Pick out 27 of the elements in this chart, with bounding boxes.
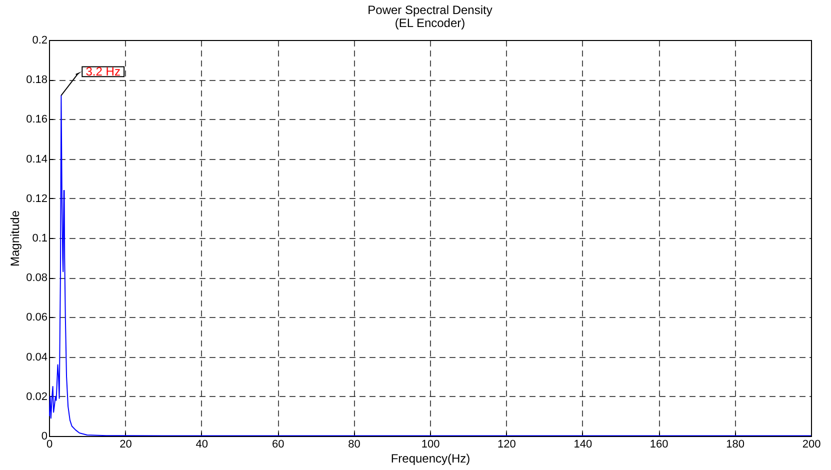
x-tick-label: 200 bbox=[802, 438, 821, 450]
x-axis-title: Frequency(Hz) bbox=[390, 452, 470, 466]
x-tick-label: 100 bbox=[421, 438, 440, 450]
x-tick-label: 180 bbox=[726, 438, 744, 450]
x-tick-label: 160 bbox=[650, 438, 668, 450]
x-tick-label: 80 bbox=[348, 438, 360, 450]
y-tick-label: 0.02 bbox=[26, 390, 48, 403]
y-tick-label: 0.06 bbox=[26, 312, 48, 324]
y-tick-label: 0.2 bbox=[32, 34, 48, 46]
y-tick-label: 0 bbox=[41, 430, 48, 442]
y-axis-title: Magnitude bbox=[8, 210, 22, 267]
x-tick-label: 20 bbox=[120, 438, 132, 450]
y-tick-label: 0.04 bbox=[26, 351, 48, 364]
y-tick-label: 0.1 bbox=[32, 232, 48, 244]
chart-title: Power Spectral Density bbox=[368, 3, 492, 17]
annotation: 3.2 Hz bbox=[86, 64, 120, 79]
line-series bbox=[49, 94, 811, 436]
y-tick-label: 0.16 bbox=[26, 114, 48, 126]
x-tick-label: 140 bbox=[574, 438, 592, 450]
x-tick-label: 60 bbox=[272, 438, 284, 450]
y-tick-label: 0.18 bbox=[26, 74, 48, 86]
y-tick-label: 0.14 bbox=[26, 153, 48, 166]
x-tick-label: 120 bbox=[498, 438, 516, 450]
y-tick-label: 0.12 bbox=[26, 192, 48, 205]
y-tick-label: 0.08 bbox=[26, 272, 48, 284]
x-tick-label: 40 bbox=[196, 438, 208, 450]
chart-subtitle: (EL Encoder) bbox=[394, 16, 466, 30]
